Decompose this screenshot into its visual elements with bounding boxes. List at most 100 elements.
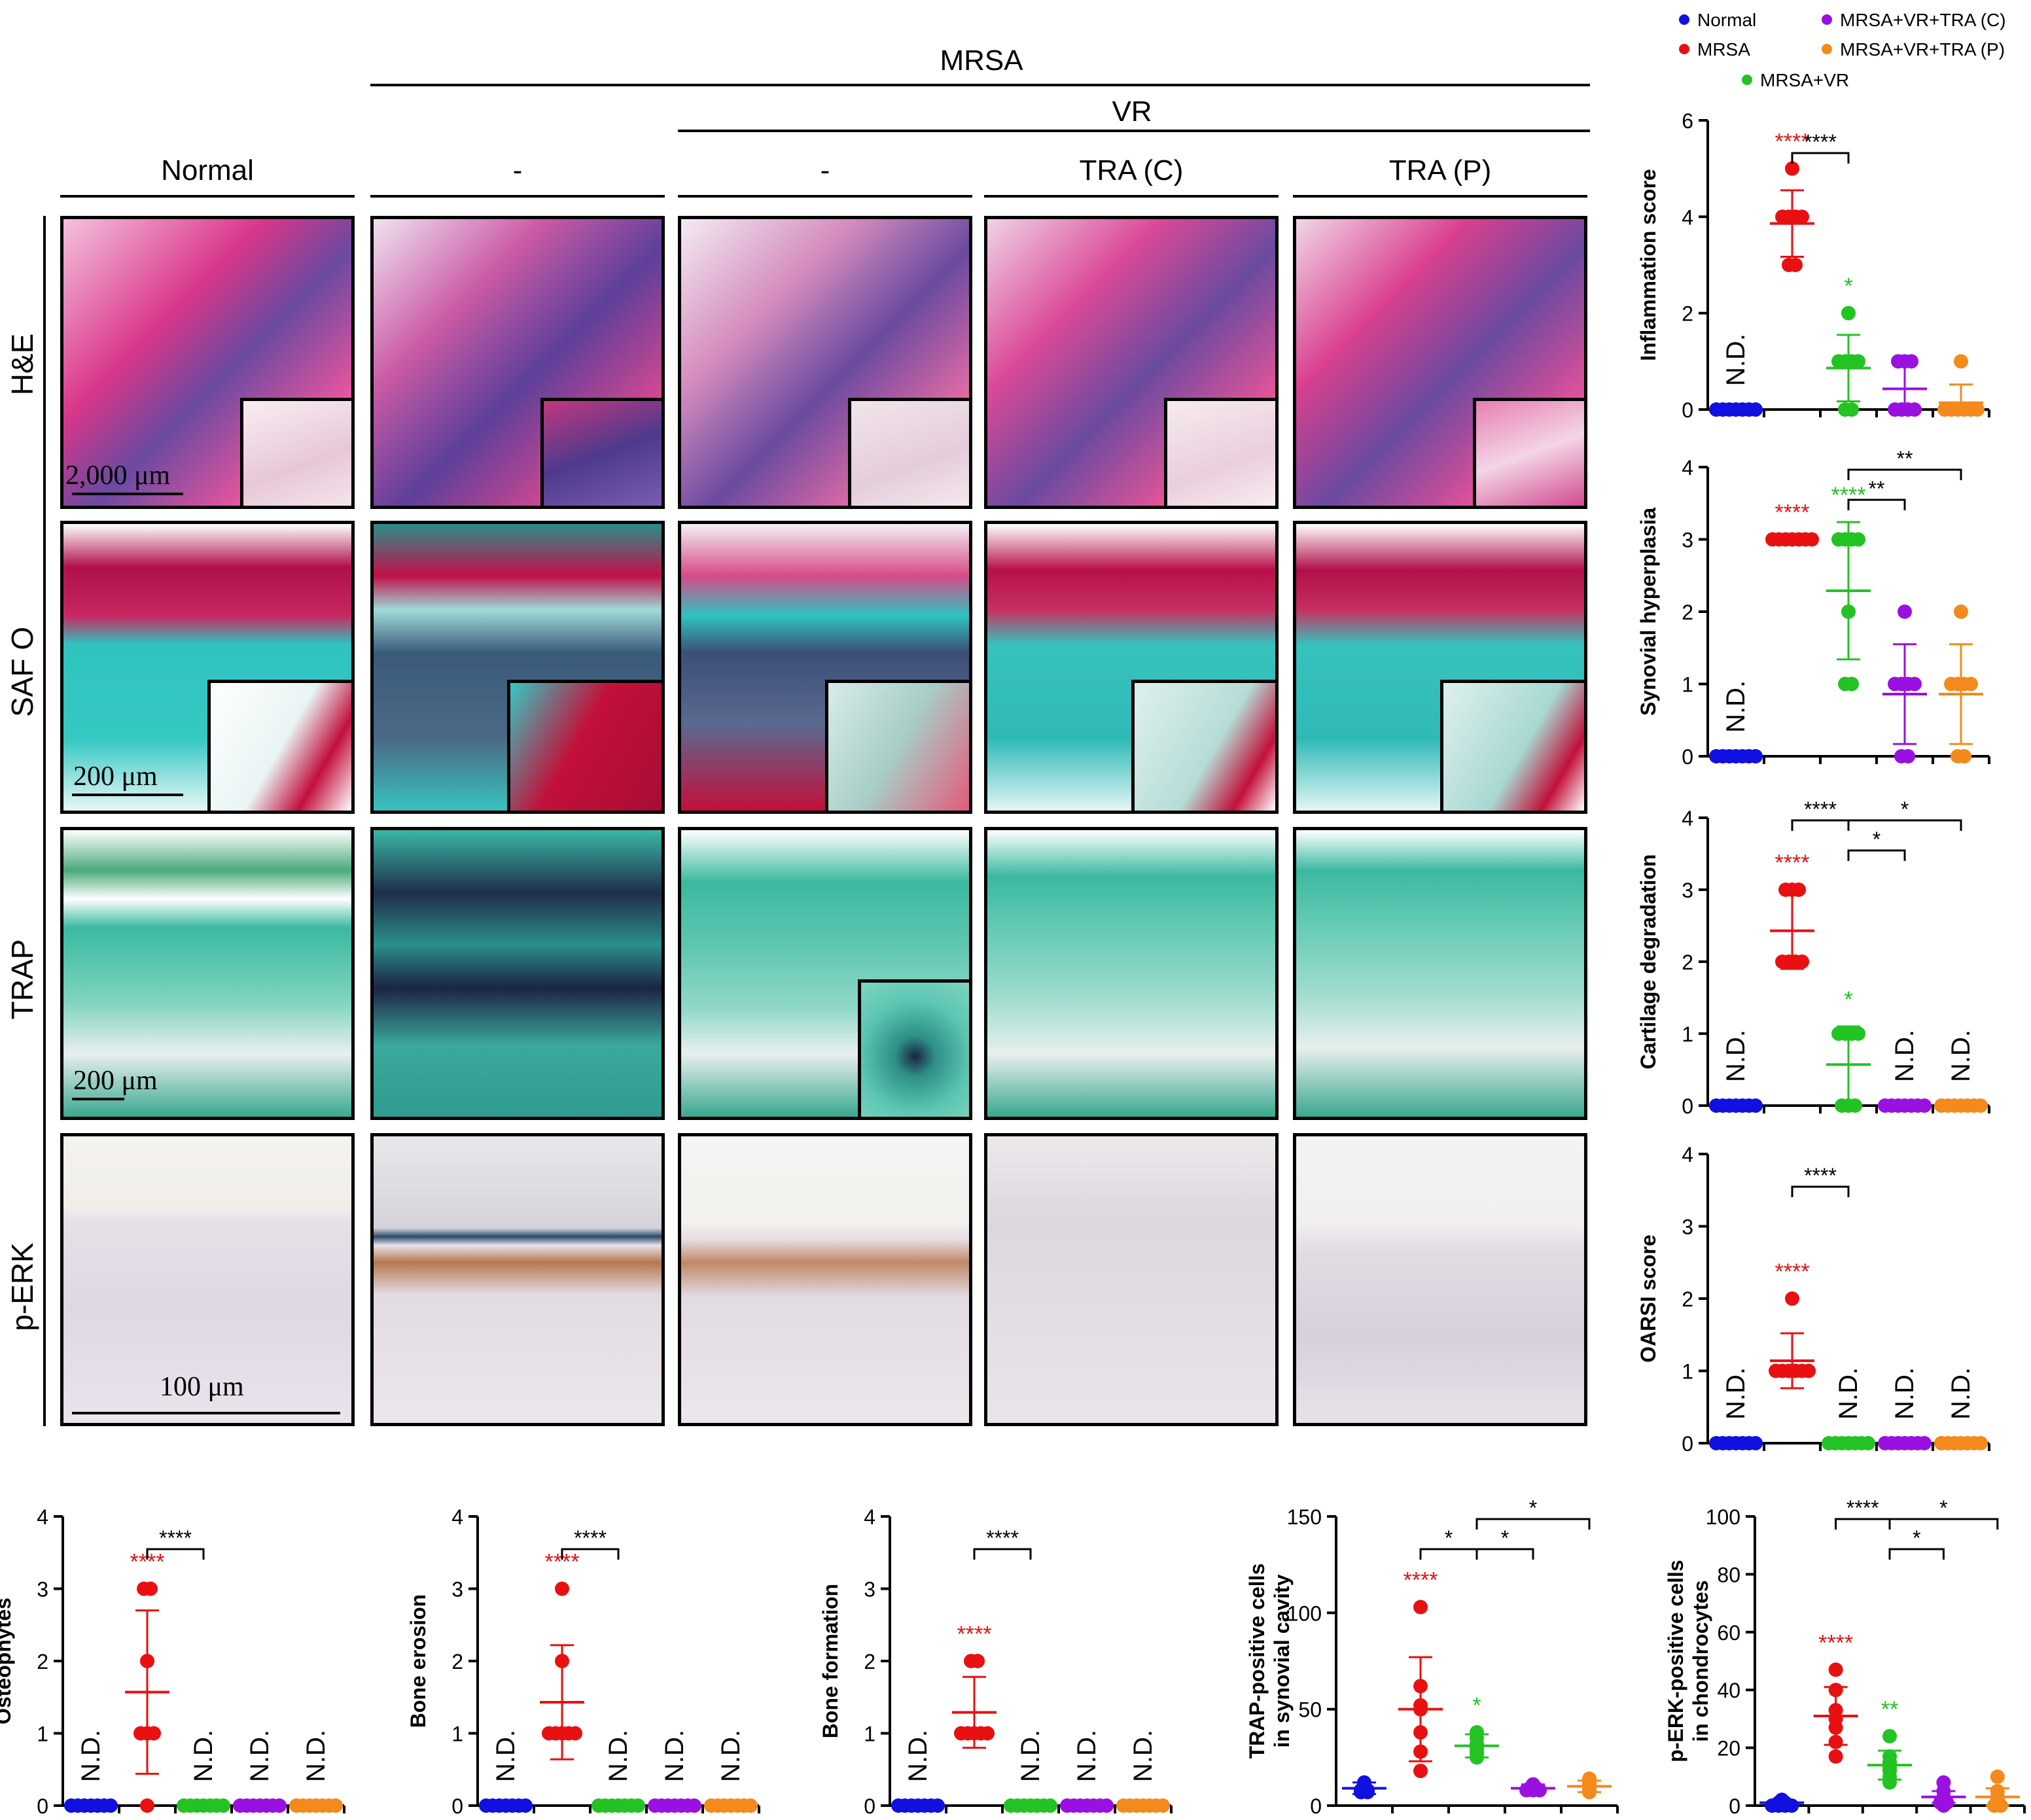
data-point (209, 1798, 224, 1813)
y-tick-label: 3 (1682, 879, 1693, 902)
data-point (505, 1798, 520, 1813)
data-point (1470, 1750, 1484, 1765)
data-point (555, 1654, 569, 1668)
data-point (1828, 1720, 1843, 1735)
data-point (592, 1798, 606, 1813)
he-tra-p-image (1293, 216, 1587, 509)
data-point (492, 1798, 506, 1813)
data-point (1882, 1749, 1897, 1764)
y-tick-label: 0 (1682, 745, 1693, 769)
legend: Normal MRSA MRSA+VR MRSA+VR+TRA (C) MRSA… (1675, 7, 2028, 98)
data-point (1911, 1098, 1925, 1113)
data-point (1967, 1098, 1981, 1113)
data-point (624, 1798, 639, 1813)
data-point (717, 1798, 732, 1813)
data-point (1907, 676, 1922, 691)
data-point (1529, 1781, 1544, 1796)
data-point (1831, 1026, 1846, 1041)
data-point (1795, 954, 1809, 969)
legend-marker-tra-p (1822, 44, 1832, 54)
he-vr-image (678, 216, 972, 509)
data-point (687, 1798, 701, 1813)
data-point (1017, 1798, 1031, 1813)
comparison-stars: **** (986, 1526, 1019, 1550)
data-point (1805, 532, 1819, 547)
data-point (724, 1798, 738, 1813)
data-point (654, 1798, 669, 1813)
data-point (667, 1798, 682, 1813)
y-axis-label: Bone formation (819, 1584, 842, 1738)
scale-text-he: 2,000 μm (65, 461, 171, 491)
data-point (1771, 1798, 1786, 1813)
nd-label: N.D. (1722, 334, 1750, 386)
y-tick-label: 3 (451, 1578, 463, 1601)
data-point (1835, 1098, 1849, 1113)
y-tick-label: 2 (37, 1650, 48, 1673)
y-tick-label: 0 (1310, 1794, 1322, 1818)
data-point (1944, 676, 1958, 691)
data-point (90, 1798, 105, 1813)
data-point (289, 1798, 304, 1813)
y-tick-label: 4 (864, 1505, 875, 1529)
data-point (1136, 1798, 1150, 1813)
data-point (1845, 354, 1859, 369)
he-tra-c-inset (1164, 398, 1275, 506)
data-point (1964, 676, 1978, 691)
data-point (1838, 532, 1852, 547)
data-point (891, 1798, 906, 1813)
data-point (1086, 1798, 1101, 1813)
data-point (1828, 1749, 1843, 1764)
data-point (1970, 402, 1985, 417)
data-point (1801, 1363, 1816, 1378)
mrsa-bracket-line (370, 84, 1590, 86)
data-point (954, 1726, 968, 1741)
comparison-stars: **** (1804, 130, 1837, 154)
data-point (1413, 1744, 1428, 1759)
data-point (743, 1798, 758, 1813)
significance-stars: **** (957, 1622, 992, 1647)
data-point (1060, 1798, 1074, 1813)
nd-label: N.D. (1129, 1730, 1157, 1782)
data-point (1901, 402, 1915, 417)
data-point (1917, 1098, 1932, 1113)
data-point (1990, 1783, 2005, 1798)
data-point (1898, 604, 1912, 619)
scale-text-trap: 200 μm (73, 1066, 158, 1096)
header-mrsa: MRSA (940, 44, 1023, 77)
legend-label-tra-c: MRSA+VR+TRA (C) (1840, 10, 2006, 30)
scale-bar-safo (72, 794, 183, 796)
data-point (1947, 1098, 1962, 1113)
data-point (1831, 532, 1846, 547)
data-point (1784, 1798, 1799, 1813)
data-point (1851, 532, 1865, 547)
column-line-vr (678, 195, 972, 198)
y-tick-label: 2 (864, 1650, 875, 1673)
data-point (1841, 1098, 1856, 1113)
data-point (143, 1581, 158, 1596)
data-point (1735, 1436, 1750, 1450)
data-point (1828, 1711, 1843, 1726)
data-point (1917, 1436, 1932, 1450)
data-point (1848, 1098, 1862, 1113)
data-point (648, 1798, 662, 1813)
data-point (1884, 1098, 1899, 1113)
data-point (1523, 1781, 1537, 1796)
nd-label: N.D. (1722, 680, 1750, 733)
data-point (1782, 1363, 1796, 1378)
y-axis-label: Synovial hyperplasia (1636, 508, 1660, 716)
data-point (1888, 676, 1902, 691)
y-tick-label: 4 (37, 1505, 48, 1529)
data-point (1729, 749, 1743, 763)
comparison-bracket (1475, 1548, 1534, 1560)
data-point (1526, 1779, 1540, 1794)
nd-label: N.D. (604, 1730, 633, 1782)
safo-mrsa-inset (507, 680, 662, 811)
y-tick-label: 40 (1717, 1679, 1740, 1702)
data-point (1841, 1436, 1856, 1450)
data-point (1798, 532, 1812, 547)
data-point (77, 1798, 92, 1813)
y-tick-label: 3 (1682, 529, 1693, 552)
scale-text-perk: 100 μm (160, 1372, 244, 1402)
data-point (1709, 1436, 1723, 1450)
y-tick-label: 100 (1706, 1505, 1740, 1529)
